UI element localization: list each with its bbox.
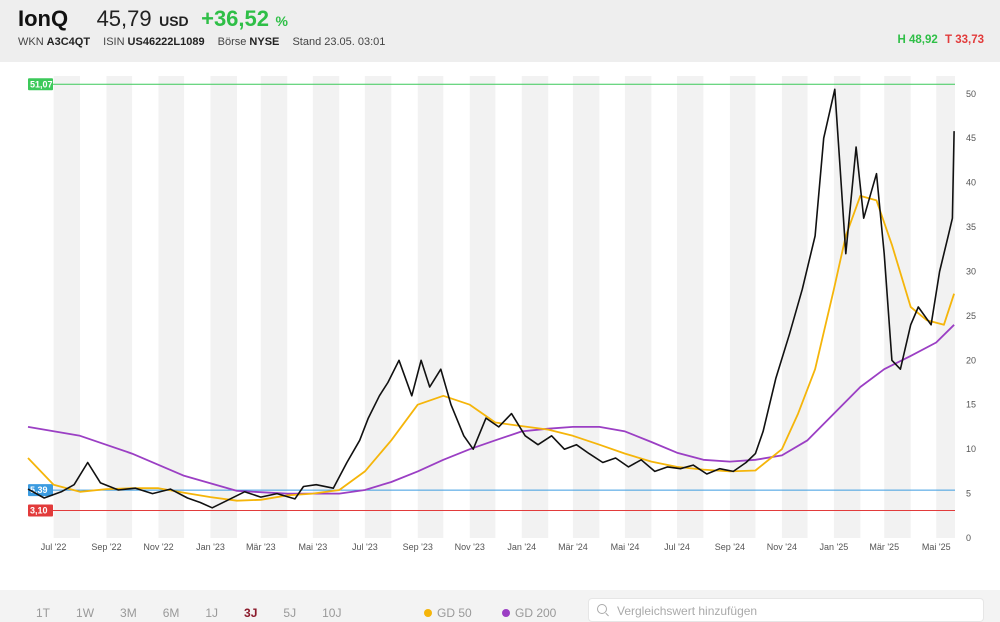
month-band: [676, 76, 704, 538]
legend-gd50-label: GD 50: [437, 606, 472, 620]
reference-badge-label: 51,07: [30, 79, 53, 89]
currency-label: USD: [159, 13, 189, 29]
x-tick-label: Mär '25: [869, 542, 899, 552]
reference-badge-label: 3,10: [30, 505, 48, 515]
x-tick-label: Nov '23: [455, 542, 485, 552]
month-band: [260, 76, 288, 538]
x-tick-label: Nov '22: [143, 542, 173, 552]
month-band: [106, 76, 133, 538]
series-line-gd-200: [27, 324, 955, 495]
month-band: [572, 76, 600, 538]
range-selector: 1T 1W 3M 6M 1J 3J 5J 10J: [36, 606, 367, 620]
x-tick-label: Sep '22: [91, 542, 121, 552]
chart-footer: 1T 1W 3M 6M 1J 3J 5J 10J GD 50 GD 200: [0, 590, 1000, 622]
x-tick-label: Mär '24: [558, 542, 588, 552]
x-tick-label: Sep '23: [403, 542, 433, 552]
x-tick-label: Mai '24: [611, 542, 640, 552]
isin-value: US46222L1089: [127, 36, 205, 48]
y-tick-label: 10: [966, 444, 976, 454]
range-5j[interactable]: 5J: [283, 606, 297, 620]
isin-label: ISIN: [103, 36, 125, 48]
reference-badge-label: 5,39: [30, 485, 48, 495]
compare-search-input[interactable]: [615, 601, 979, 621]
x-tick-label: Sep '24: [715, 542, 745, 552]
x-tick-label: Jul '24: [664, 542, 690, 552]
month-band: [729, 76, 756, 538]
month-band: [936, 76, 955, 538]
month-band: [53, 76, 81, 538]
series-line-ionq: [27, 88, 955, 509]
y-tick-label: 5: [966, 489, 971, 499]
reference-badge: [28, 504, 53, 517]
legend-gd50[interactable]: GD 50: [424, 606, 472, 620]
y-tick-label: 30: [966, 266, 976, 276]
stock-price: 45,79: [96, 6, 152, 31]
x-tick-label: Jan '24: [507, 542, 536, 552]
y-tick-label: 15: [966, 400, 976, 410]
exchange-value: NYSE: [249, 36, 280, 48]
exchange-label: Börse: [217, 36, 247, 48]
y-tick-label: 20: [966, 355, 976, 365]
reference-badge: [28, 78, 53, 91]
range-3m[interactable]: 3M: [120, 606, 137, 620]
y-tick-label: 25: [966, 311, 976, 321]
gd50-dot: [424, 609, 432, 617]
x-tick-label: Mai '23: [298, 542, 327, 552]
month-band: [312, 76, 340, 538]
month-band: [521, 76, 549, 538]
meta-row: WKN A3C4QT ISIN US46222L1089 Börse NYSE Sta…: [18, 36, 388, 48]
price-chart[interactable]: 0 5 10 15 20 25 30 35 40 45 50 Jul '22 Sep '22 Nov '2…: [0, 62, 1000, 590]
gd200-dot: [502, 609, 510, 617]
chart-area[interactable]: 0 5 10 15 20 25 30 35 40 45 50 Jul '22 Sep '22 Nov '2…: [0, 62, 1000, 590]
timestamp: Stand 23.05. 03:01: [292, 36, 386, 48]
y-tick-label: 40: [966, 178, 976, 188]
price-change-unit: %: [275, 13, 288, 29]
high-value: H 48,92: [897, 34, 938, 46]
legend-gd200[interactable]: GD 200: [502, 606, 556, 620]
month-band: [624, 76, 652, 538]
x-tick-label: Nov '24: [767, 542, 797, 552]
x-tick-label: Jan '25: [820, 542, 849, 552]
range-1t[interactable]: 1T: [36, 606, 51, 620]
range-10j[interactable]: 10J: [322, 606, 342, 620]
y-tick-label: 45: [966, 133, 976, 143]
y-tick-label: 0: [966, 533, 971, 543]
compare-search[interactable]: [588, 598, 984, 622]
y-tick-label: 35: [966, 222, 976, 232]
x-tick-label: Mär '23: [246, 542, 276, 552]
range-1j[interactable]: 1J: [205, 606, 219, 620]
x-tick-label: Jul '23: [352, 542, 378, 552]
month-band: [781, 76, 808, 538]
search-icon: [597, 604, 607, 614]
month-band: [364, 76, 392, 538]
x-tick-label: Jul '22: [41, 542, 67, 552]
series-line-gd-50: [27, 194, 955, 502]
month-band: [158, 76, 185, 538]
low-value: T 33,73: [945, 34, 984, 46]
range-1w[interactable]: 1W: [76, 606, 95, 620]
price-change: +36,52: [201, 6, 269, 31]
high-low: H 48,92 T 33,73: [898, 34, 984, 46]
month-band: [210, 76, 237, 538]
y-tick-label: 50: [966, 89, 976, 99]
wkn-value: A3C4QT: [46, 36, 91, 48]
x-tick-label: Jan '23: [196, 542, 225, 552]
range-3j[interactable]: 3J: [244, 606, 258, 620]
month-band: [469, 76, 496, 538]
range-6m[interactable]: 6M: [162, 606, 180, 620]
stock-name: IonQ: [18, 6, 69, 31]
quote-header: IonQ 45,79 USD +36,52 % WKN A3C4QT ISIN US…: [0, 0, 1000, 62]
legend-gd200-label: GD 200: [515, 606, 557, 620]
wkn-label: WKN: [18, 36, 44, 48]
title-row: IonQ 45,79 USD +36,52 %: [18, 6, 288, 32]
x-tick-label: Mai '25: [922, 542, 951, 552]
